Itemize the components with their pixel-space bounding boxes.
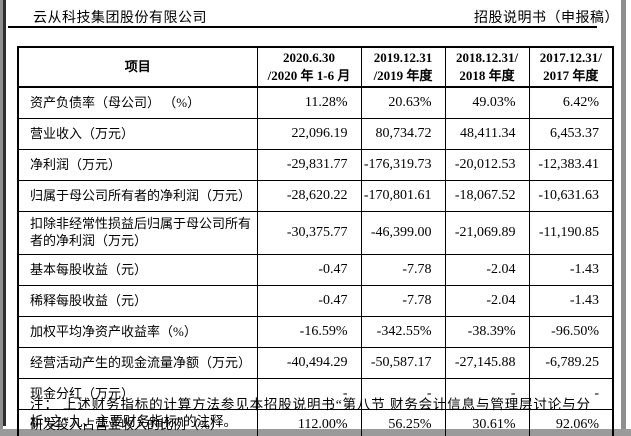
period-line1: 2020.6.30 xyxy=(283,49,335,65)
table-row: 经营活动产生的现金流量净额（万元） -40,494.29 -50,587.17 … xyxy=(17,347,614,379)
value-cell: -18,067.52 xyxy=(444,180,530,212)
period-line2: 2017 年度 xyxy=(543,68,599,83)
value-cell: -50,587.17 xyxy=(360,347,446,379)
period-column-header: 2020.6.30 /2020 年 1-6 月 xyxy=(256,46,362,88)
period-line1: 2017.12.31/ xyxy=(539,49,602,65)
period-column-header: 2018.12.31/ 2018 年度 xyxy=(444,46,530,88)
value-cell: 6,453.37 xyxy=(528,118,614,150)
table-row: 基本每股收益（元） -0.47 -7.78 -2.04 -1.43 xyxy=(17,254,614,286)
header-rule xyxy=(8,26,597,28)
value-cell: 56.25% xyxy=(360,409,446,436)
table-row: 稀释每股收益（元） -0.47 -7.78 -2.04 -1.43 xyxy=(17,285,614,317)
value-cell: 6.42% xyxy=(528,86,614,119)
table-row: 扣除非经常性损益后归属于母公司所有者的净利润（万元） -30,375.77 -4… xyxy=(17,211,614,255)
value-cell: -6,789.25 xyxy=(528,347,614,379)
table-row: 净利润（万元） -29,831.77 -176,319.73 -20,012.5… xyxy=(17,149,614,181)
value-cell: 112.00% xyxy=(256,409,362,436)
table-header-row: 项目 2020.6.30 /2020 年 1-6 月 2019.12.31 /2… xyxy=(17,46,614,88)
item-column-header: 项目 xyxy=(17,46,258,88)
table-row: 归属于母公司所有者的净利润（万元） -28,620.22 -170,801.61… xyxy=(17,180,614,212)
value-cell: - xyxy=(256,378,362,410)
doc-note: 注： 上述财务指标的计算方法参见本招股说明书“第八节 财务会计信息与管理层讨论与… xyxy=(30,397,590,429)
row-label: 稀释每股收益（元） xyxy=(17,285,258,317)
period-column-header: 2017.12.31/ 2017 年度 xyxy=(528,46,614,88)
page-edge-right xyxy=(621,0,626,429)
value-cell: -46,399.00 xyxy=(360,211,446,255)
value-cell: -342.55% xyxy=(360,316,446,348)
row-label: 研发投入占营业收入的比例（%） xyxy=(17,409,258,436)
value-cell: -30,375.77 xyxy=(256,211,362,255)
period-line1: 2018.12.31/ xyxy=(455,49,519,65)
value-cell: -20,012.53 xyxy=(444,149,530,181)
value-cell: 22,096.19 xyxy=(256,118,362,150)
row-label: 扣除非经常性损益后归属于母公司所有者的净利润（万元） xyxy=(17,211,258,255)
value-cell: -1.43 xyxy=(528,285,614,317)
row-label: 净利润（万元） xyxy=(17,149,258,181)
value-cell: 11.28% xyxy=(256,86,362,119)
row-label: 加权平均净资产收益率（%） xyxy=(17,316,258,348)
value-cell: -170,801.61 xyxy=(360,180,446,212)
page-edge-left-outer xyxy=(0,0,3,429)
period-line2: 2018 年度 xyxy=(459,68,515,83)
table-row: 资产负债率（母公司） （%） 11.28% 20.63% 49.03% 6.42… xyxy=(17,86,614,119)
doc-title: 招股说明书（申报稿） xyxy=(474,11,619,26)
value-cell: -38.39% xyxy=(444,316,530,348)
financial-indicators-table: 项目 2020.6.30 /2020 年 1-6 月 2019.12.31 /2… xyxy=(17,46,614,436)
row-label: 资产负债率（母公司） （%） xyxy=(17,86,258,119)
table-row: 现金分红（万元） - - - - xyxy=(17,378,614,410)
value-cell: -2.04 xyxy=(444,254,530,286)
period-line2: /2020 年 1-6 月 xyxy=(267,68,351,83)
period-line2: /2019 年度 xyxy=(373,68,433,83)
value-cell: -11,190.85 xyxy=(528,211,614,255)
value-cell: -10,631.63 xyxy=(528,180,614,212)
value-cell: -40,494.29 xyxy=(256,347,362,379)
page-edge-left-inner xyxy=(3,0,6,426)
period-line1: 2019.12.31 xyxy=(373,49,433,65)
document-header: 云从科技集团股份有限公司 招股说明书（申报稿） xyxy=(8,7,619,27)
table-row: 加权平均净资产收益率（%） -16.59% -342.55% -38.39% -… xyxy=(17,316,614,348)
value-cell: -2.04 xyxy=(444,285,530,317)
value-cell: -28,620.22 xyxy=(256,180,362,212)
company-name: 云从科技集团股份有限公司 xyxy=(33,11,207,26)
table-row: 营业收入（万元） 22,096.19 80,734.72 48,411.34 6… xyxy=(17,118,614,150)
row-label: 经营活动产生的现金流量净额（万元） xyxy=(17,347,258,379)
row-label: 基本每股收益（元） xyxy=(17,254,258,286)
value-cell: - xyxy=(360,378,446,410)
value-cell: -0.47 xyxy=(256,285,362,317)
value-cell: 20.63% xyxy=(360,86,446,119)
value-cell: -16.59% xyxy=(256,316,362,348)
value-cell: 92.06% xyxy=(528,409,614,436)
period-column-header: 2019.12.31 /2019 年度 xyxy=(360,46,446,88)
value-cell: -1.43 xyxy=(528,254,614,286)
value-cell: -96.50% xyxy=(528,316,614,348)
row-label: 营业收入（万元） xyxy=(17,118,258,150)
value-cell: -0.47 xyxy=(256,254,362,286)
row-label: 现金分红（万元） xyxy=(17,378,258,410)
value-cell: -27,145.88 xyxy=(444,347,530,379)
value-cell: 80,734.72 xyxy=(360,118,446,150)
value-cell: 30.61% xyxy=(444,409,530,436)
table-row: 研发投入占营业收入的比例（%） 112.00% 56.25% 30.61% 92… xyxy=(17,409,614,436)
value-cell: -7.78 xyxy=(360,285,446,317)
value-cell: -12,383.41 xyxy=(528,149,614,181)
value-cell: -29,831.77 xyxy=(256,149,362,181)
value-cell: 49.03% xyxy=(444,86,530,119)
value-cell: 48,411.34 xyxy=(444,118,530,150)
value-cell: -7.78 xyxy=(360,254,446,286)
value-cell: -176,319.73 xyxy=(360,149,446,181)
value-cell: -21,069.89 xyxy=(444,211,530,255)
row-label: 归属于母公司所有者的净利润（万元） xyxy=(17,180,258,212)
